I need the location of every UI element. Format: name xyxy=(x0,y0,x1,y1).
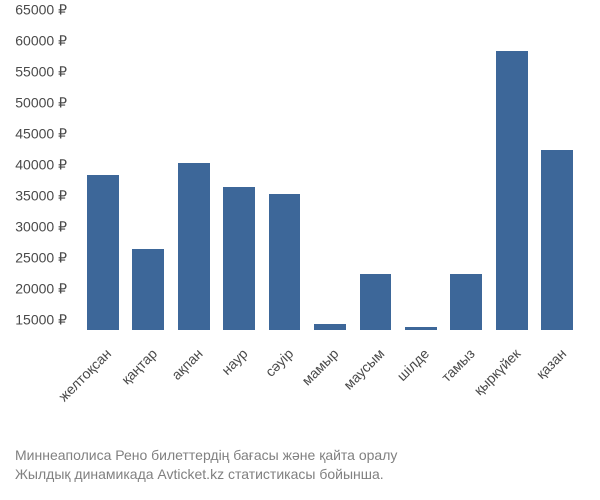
bar xyxy=(87,175,119,330)
x-tick-label: наур xyxy=(218,345,251,378)
y-tick-label: 45000 ₽ xyxy=(15,126,67,143)
x-tick-label: тамыз xyxy=(438,345,478,385)
x-tick-label: ақпан xyxy=(168,345,205,382)
x-tick-label: қазан xyxy=(532,345,569,382)
y-tick-label: 25000 ₽ xyxy=(15,250,67,267)
x-tick-label: қаңтар xyxy=(118,345,160,387)
bar xyxy=(269,194,301,330)
y-tick-label: 55000 ₽ xyxy=(15,64,67,81)
chart-caption: Миннеаполиса Рено билеттердің бағасы жән… xyxy=(15,446,397,485)
y-tick-label: 20000 ₽ xyxy=(15,281,67,298)
x-tick-label: маусым xyxy=(340,345,387,392)
caption-line-2: Жылдық динамикада Avticket.kz статистика… xyxy=(15,465,397,485)
bar xyxy=(450,274,482,330)
x-tick-label: мамыр xyxy=(299,345,342,388)
bar xyxy=(405,327,437,330)
bar xyxy=(496,51,528,330)
y-tick-label: 65000 ₽ xyxy=(15,2,67,19)
x-axis: желтоқсанқаңтарақпаннаурсәуірмамырмаусым… xyxy=(80,335,580,435)
bars-container xyxy=(80,20,580,330)
x-tick-label: шілде xyxy=(394,345,433,384)
bar xyxy=(541,150,573,330)
x-tick-label: сәуір xyxy=(262,345,296,379)
bar xyxy=(360,274,392,330)
y-tick-label: 60000 ₽ xyxy=(15,33,67,50)
bar xyxy=(223,187,255,330)
bar xyxy=(314,324,346,330)
y-tick-label: 30000 ₽ xyxy=(15,219,67,236)
bar xyxy=(132,249,164,330)
chart-plot-area xyxy=(80,20,580,330)
y-tick-label: 50000 ₽ xyxy=(15,95,67,112)
bar xyxy=(178,163,210,330)
y-tick-label: 40000 ₽ xyxy=(15,157,67,174)
x-tick-label: қыркүйек xyxy=(471,345,524,398)
y-tick-label: 35000 ₽ xyxy=(15,188,67,205)
x-tick-label: желтоқсан xyxy=(55,345,114,404)
y-axis: 15000 ₽ 20000 ₽ 25000 ₽ 30000 ₽ 35000 ₽ 40000… xyxy=(0,20,75,330)
y-tick-label: 15000 ₽ xyxy=(15,312,67,329)
caption-line-1: Миннеаполиса Рено билеттердің бағасы жән… xyxy=(15,446,397,466)
